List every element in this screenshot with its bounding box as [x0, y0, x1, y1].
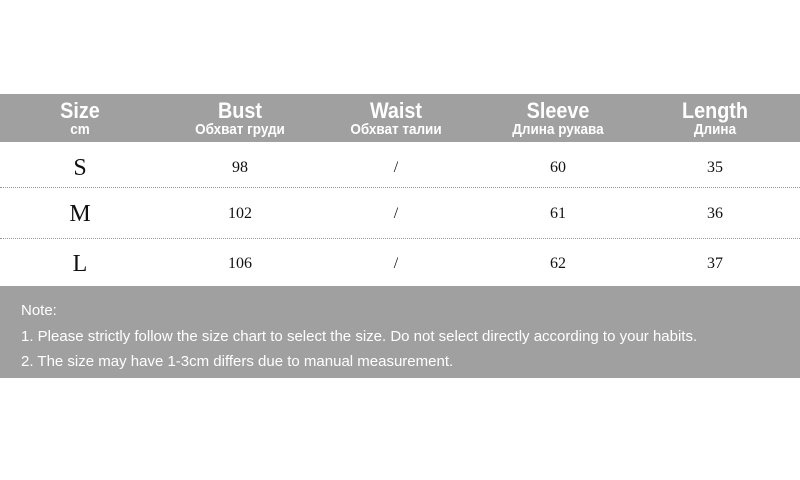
header-size: Size cm — [0, 94, 160, 138]
row-divider — [0, 238, 800, 239]
table-header: Size cm Bust Обхват груди Waist Обхват тали… — [0, 94, 800, 142]
header-subtitle: Длина рукава — [512, 121, 604, 138]
length-cell: 36 — [707, 205, 723, 222]
size-cell: M — [69, 201, 91, 227]
sleeve-cell: 62 — [550, 255, 566, 272]
header-subtitle: Обхват талии — [350, 121, 442, 138]
header-length: Length Длина — [635, 94, 795, 138]
note-line: 1. Please strictly follow the size chart… — [21, 328, 698, 345]
header-title: Waist — [369, 98, 423, 123]
note-title: Note: — [21, 302, 57, 319]
header-subtitle: cm — [70, 121, 90, 138]
header-title: Length — [681, 98, 748, 123]
table-row: S 98 / 60 35 — [0, 145, 800, 191]
bust-cell: 102 — [228, 205, 252, 222]
size-cell: S — [73, 155, 87, 181]
waist-cell: / — [393, 255, 399, 272]
header-title: Sleeve — [526, 98, 590, 123]
row-divider — [0, 187, 800, 188]
header-title: Bust — [217, 98, 262, 123]
size-cell: L — [72, 251, 88, 277]
header-subtitle: Длина — [693, 121, 737, 138]
header-waist: Waist Обхват талии — [316, 94, 476, 138]
note-panel: Note: 1. Please strictly follow the size… — [0, 286, 800, 378]
waist-cell: / — [393, 205, 399, 222]
length-cell: 35 — [707, 159, 723, 176]
bust-cell: 98 — [232, 159, 248, 176]
header-sleeve: Sleeve Длина рукава — [478, 94, 638, 138]
header-bust: Bust Обхват груди — [160, 94, 320, 138]
length-cell: 37 — [707, 255, 723, 272]
note-line: 2. The size may have 1-3cm differs due t… — [21, 353, 454, 370]
sleeve-cell: 60 — [550, 159, 566, 176]
table-row: M 102 / 61 36 — [0, 191, 800, 237]
table-row: L 106 / 62 37 — [0, 241, 800, 287]
bust-cell: 106 — [228, 255, 252, 272]
waist-cell: / — [393, 159, 399, 176]
sleeve-cell: 61 — [550, 205, 566, 222]
header-title: Size — [60, 98, 100, 123]
header-subtitle: Обхват груди — [195, 121, 285, 138]
